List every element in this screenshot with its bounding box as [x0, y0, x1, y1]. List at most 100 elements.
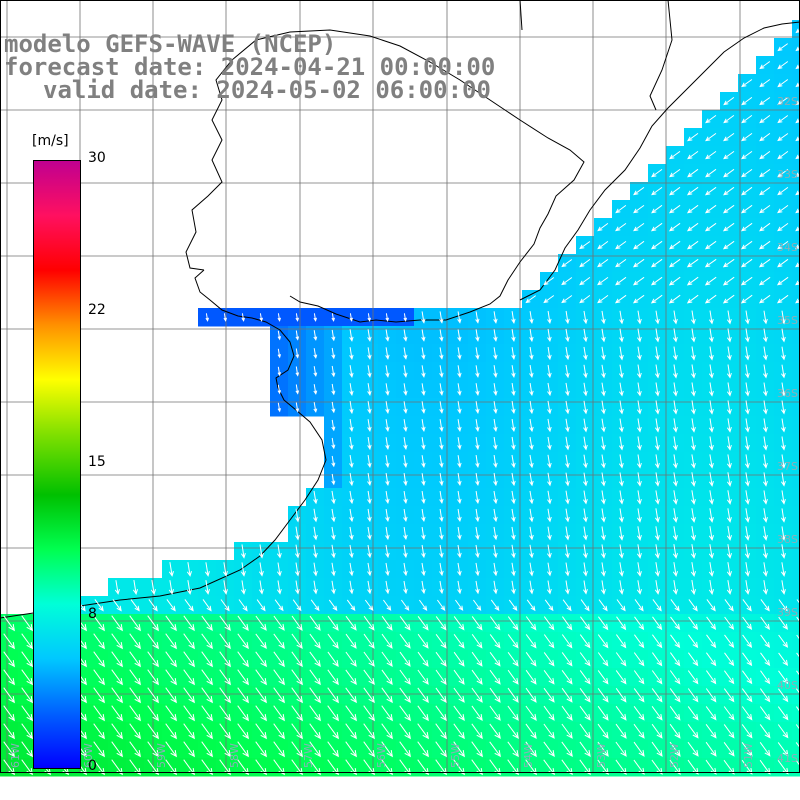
wind-arrow — [582, 562, 588, 577]
wind-arrow — [724, 599, 734, 612]
wind-arrow — [475, 526, 480, 541]
wind-arrow — [654, 418, 660, 433]
wind-arrow — [726, 508, 732, 523]
wind-arrow — [561, 741, 573, 758]
wind-arrow — [777, 133, 789, 142]
wind-arrow — [403, 401, 408, 414]
wind-arrow — [759, 706, 771, 721]
wind-arrow — [147, 723, 159, 740]
wind-arrow — [525, 741, 537, 758]
wind-arrow — [183, 687, 195, 704]
wind-arrow — [255, 633, 267, 650]
wind-arrow — [345, 705, 357, 722]
wind-arrow — [421, 580, 426, 595]
wind-arrow — [273, 687, 285, 704]
wind-arrow — [489, 634, 501, 649]
wind-arrow — [686, 258, 699, 268]
wind-arrow — [327, 669, 339, 686]
wind-arrow — [597, 634, 609, 649]
wind-arrow — [633, 723, 645, 739]
wind-arrow — [345, 633, 357, 649]
wind-arrow — [529, 365, 534, 379]
wind-arrow — [367, 313, 371, 322]
wind-arrow — [704, 204, 717, 214]
wind-arrow — [618, 580, 624, 595]
wind-arrow — [780, 346, 786, 361]
wind-arrow — [687, 168, 699, 178]
wind-arrow — [742, 599, 752, 612]
wind-arrow — [636, 526, 642, 541]
wind-arrow — [201, 705, 213, 722]
wind-arrow — [740, 222, 753, 232]
wind-arrow — [579, 276, 591, 286]
wind-arrow — [147, 705, 159, 722]
wind-arrow — [708, 346, 714, 361]
wind-arrow — [363, 705, 375, 722]
wind-arrow — [580, 599, 590, 612]
wind-arrow — [654, 508, 660, 523]
wind-arrow — [777, 150, 789, 160]
wind-arrow — [367, 473, 372, 487]
wind-arrow — [619, 328, 624, 343]
wind-arrow — [219, 687, 231, 704]
field-cell — [792, 110, 800, 129]
wind-arrow — [475, 455, 480, 469]
wind-arrow — [255, 705, 267, 722]
wind-arrow — [367, 419, 372, 432]
wind-arrow — [345, 615, 357, 631]
wind-arrow — [651, 670, 663, 685]
wind-arrow — [111, 651, 123, 668]
wind-arrow — [489, 687, 501, 703]
wind-arrow — [525, 652, 537, 667]
wind-arrow — [508, 599, 518, 612]
wind-arrow — [273, 633, 285, 650]
wind-arrow — [475, 437, 480, 451]
wind-arrow — [150, 580, 156, 596]
wind-arrow — [439, 562, 444, 577]
wind-arrow — [777, 222, 789, 232]
wind-arrow — [381, 633, 393, 649]
field-cell — [792, 38, 800, 57]
wind-arrow — [796, 616, 800, 623]
wind-arrow — [295, 330, 300, 341]
lon-label: 58W — [228, 743, 241, 768]
wind-arrow — [776, 276, 789, 286]
wind-arrow — [349, 329, 354, 342]
wind-arrow — [618, 490, 624, 505]
wind-arrow — [457, 580, 462, 595]
wind-arrow — [363, 615, 375, 631]
wind-arrow — [565, 490, 570, 505]
wind-arrow — [759, 114, 771, 124]
wind-arrow — [331, 329, 336, 342]
wind-arrow — [744, 400, 750, 415]
wind-arrow — [273, 723, 285, 740]
wind-arrow — [367, 490, 372, 505]
wind-arrow — [255, 669, 267, 686]
wind-arrow — [291, 741, 303, 758]
wind-arrow — [529, 490, 534, 505]
wind-arrow — [240, 580, 246, 595]
wind-arrow — [759, 61, 771, 70]
wind-arrow — [686, 186, 699, 196]
wind-arrow — [561, 634, 573, 649]
wind-arrow — [758, 294, 771, 304]
wind-arrow — [672, 436, 678, 451]
wind-arrow — [687, 150, 699, 160]
wind-arrow — [291, 651, 303, 668]
field-cell — [792, 344, 800, 363]
wind-arrow — [741, 79, 753, 88]
wind-arrow — [349, 490, 354, 505]
wind-arrow — [313, 402, 318, 413]
wind-arrow — [687, 724, 699, 739]
wind-arrow — [795, 172, 800, 178]
wind-arrow — [475, 508, 480, 523]
wind-arrow — [579, 688, 591, 703]
wind-arrow — [21, 687, 33, 704]
wind-arrow — [740, 204, 753, 214]
wind-arrow — [780, 454, 786, 469]
colorbar-tick-22: 22 — [88, 302, 106, 318]
wind-arrow — [796, 634, 800, 641]
wind-arrow — [525, 705, 537, 721]
